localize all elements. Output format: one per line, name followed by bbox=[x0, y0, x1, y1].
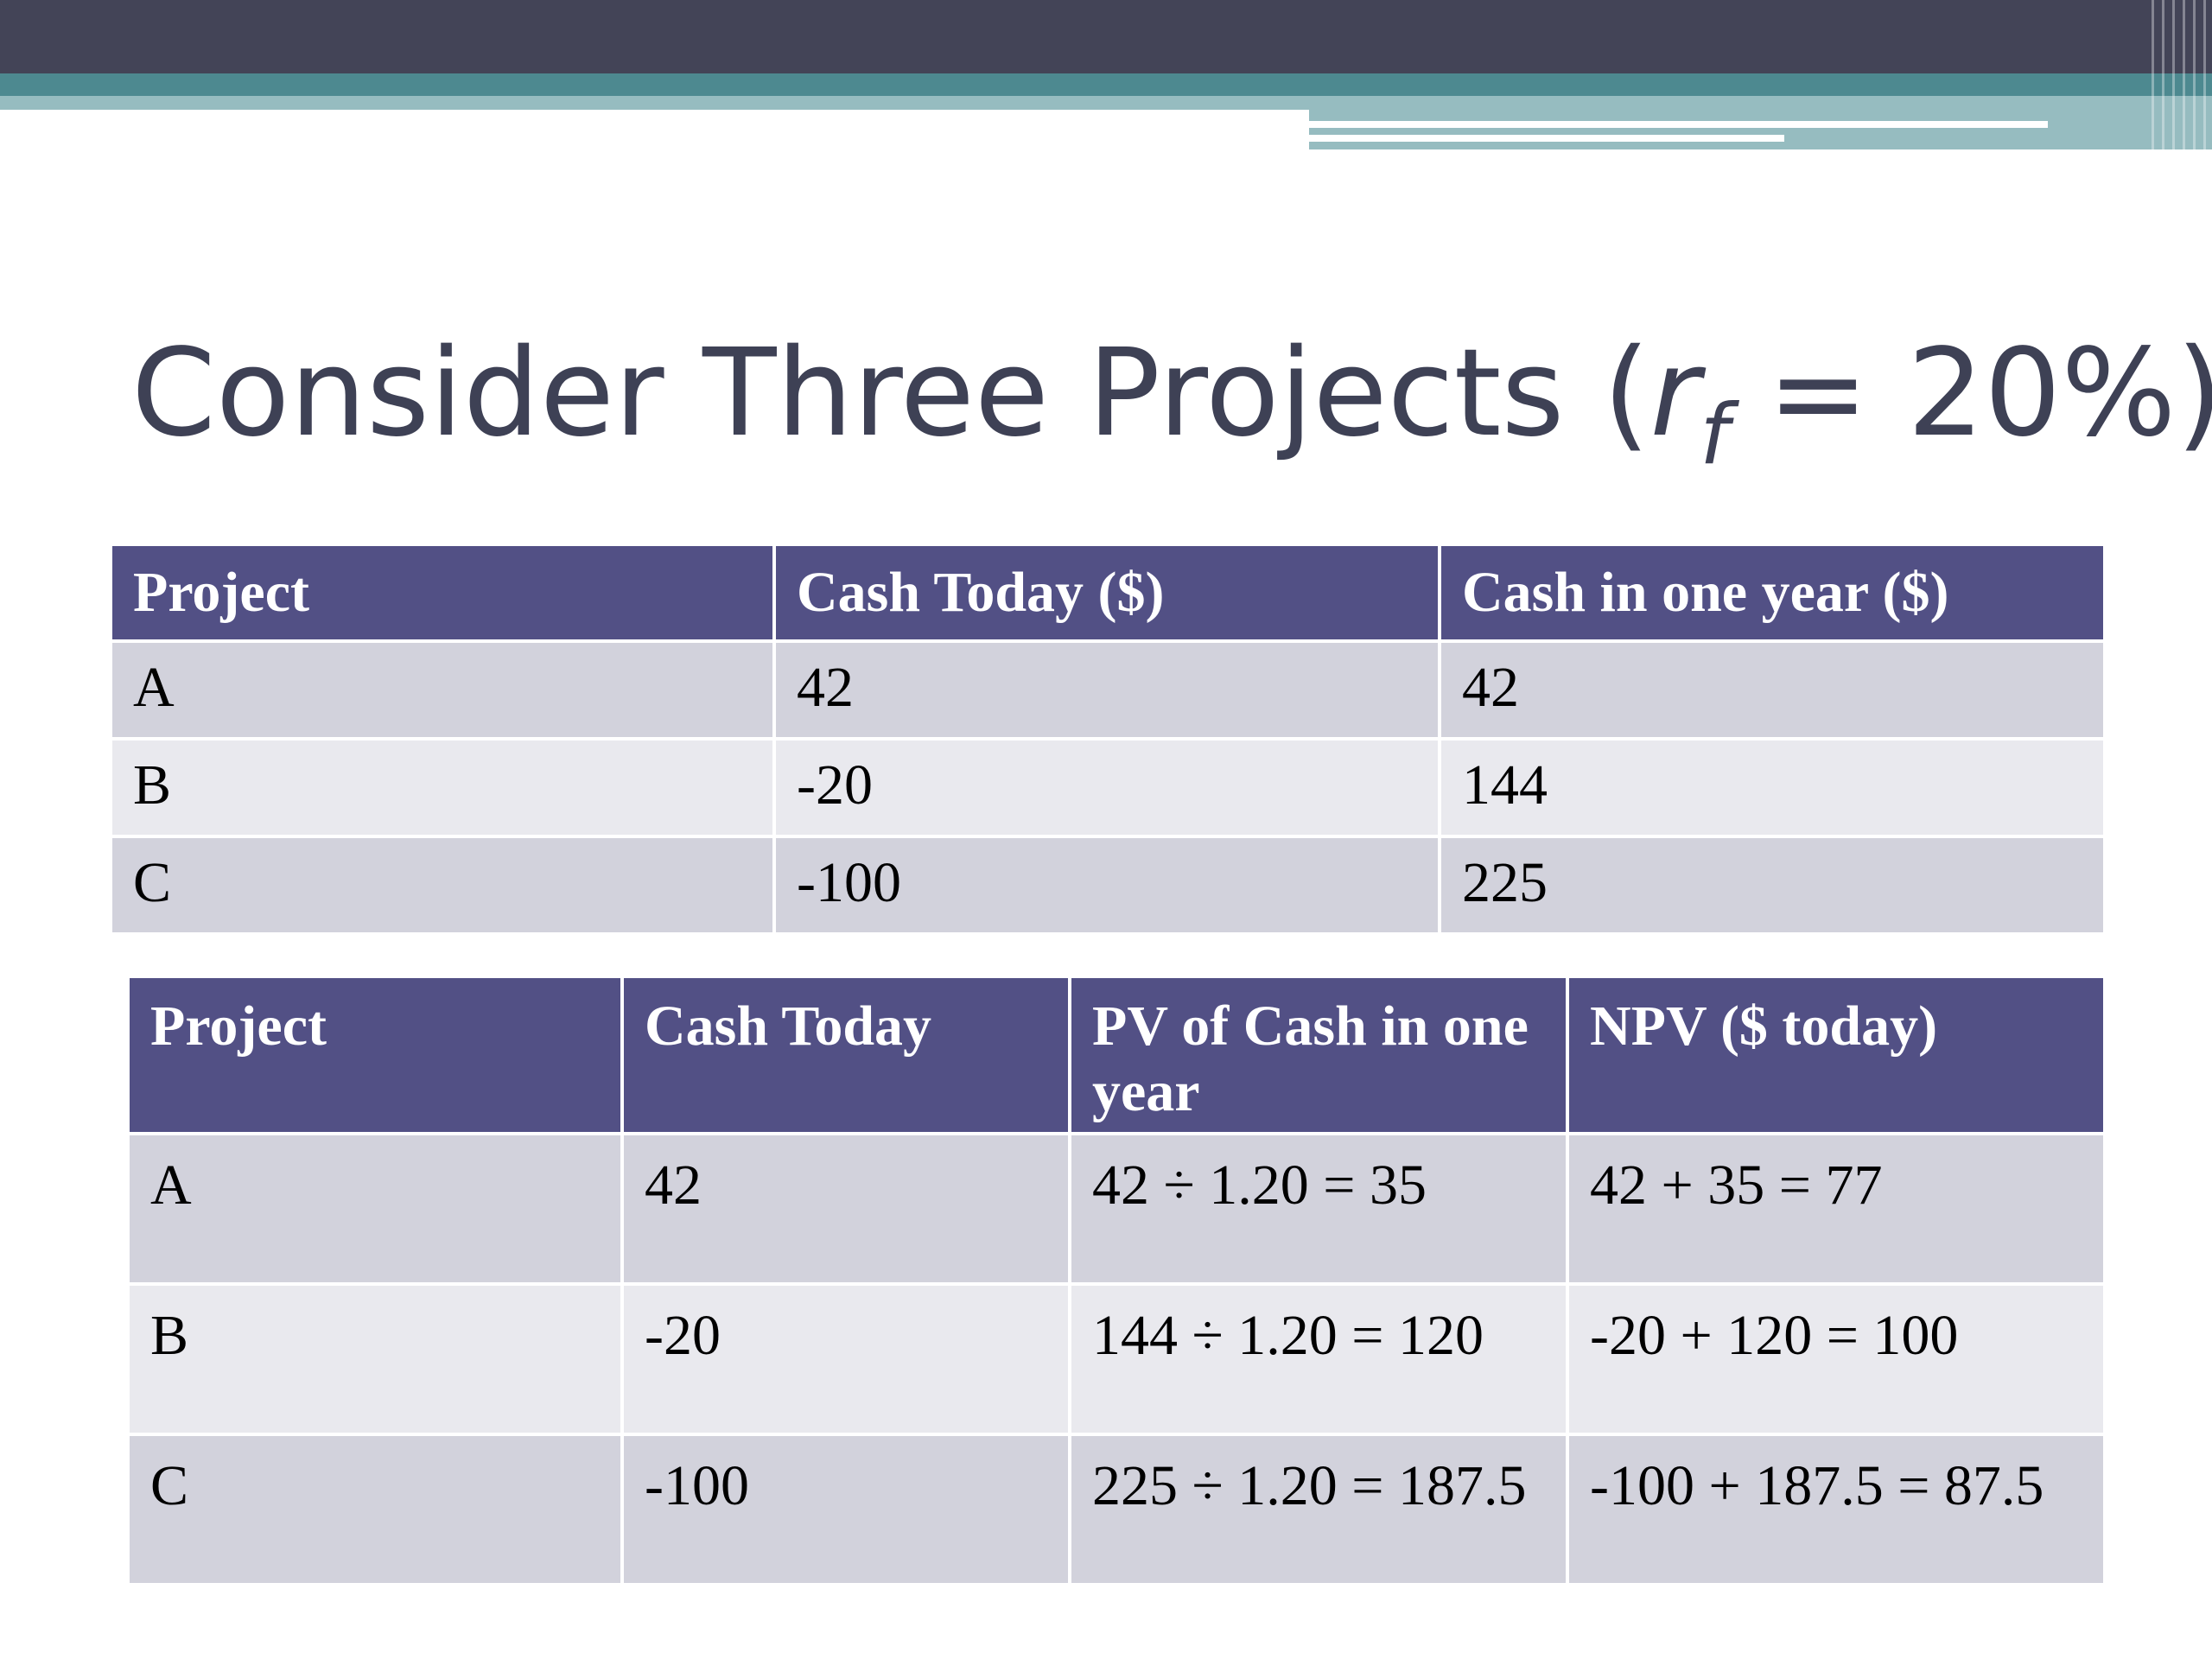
header-cash-today: Cash Today ($) bbox=[772, 543, 1441, 643]
table-header-row: Project Cash Today ($) Cash in one year … bbox=[109, 543, 2107, 643]
cell-cash-today: -100 bbox=[772, 835, 1441, 936]
cell-project: C bbox=[126, 1433, 624, 1586]
table-row: B -20 144 bbox=[109, 737, 2107, 838]
cell-project: A bbox=[109, 639, 776, 741]
title-tail: = 20%) bbox=[1728, 323, 2212, 464]
cell-npv: -20 + 120 = 100 bbox=[1566, 1282, 2107, 1436]
header-cash-one-year: Cash in one year ($) bbox=[1438, 543, 2107, 643]
header-npv: NPV ($ today) bbox=[1566, 975, 2107, 1135]
cell-project: B bbox=[126, 1282, 624, 1436]
cell-npv: 42 + 35 = 77 bbox=[1566, 1132, 2107, 1286]
light-teal-band bbox=[0, 96, 1309, 110]
cell-project: A bbox=[126, 1132, 624, 1286]
cell-cash-today: -20 bbox=[620, 1282, 1071, 1436]
accent-line bbox=[1309, 135, 1784, 142]
cell-pv-cash: 225 ÷ 1.20 = 187.5 bbox=[1068, 1433, 1569, 1586]
table-row: C -100 225 bbox=[109, 835, 2107, 936]
accent-line bbox=[1309, 121, 2048, 128]
cash-flows-table: Project Cash Today ($) Cash in one year … bbox=[109, 543, 2107, 936]
slide-title: Consider Three Projects (rf = 20%) bbox=[131, 334, 2212, 477]
title-r: r bbox=[1649, 323, 1700, 464]
title-main: Consider Three Projects ( bbox=[131, 323, 1650, 464]
cell-cash-one-year: 144 bbox=[1438, 737, 2107, 838]
cell-pv-cash: 144 ÷ 1.20 = 120 bbox=[1068, 1282, 1569, 1436]
npv-table: Project Cash Today PV of Cash in one yea… bbox=[126, 975, 2107, 1586]
cell-cash-today: 42 bbox=[620, 1132, 1071, 1286]
teal-accent-band bbox=[0, 73, 2212, 96]
cell-cash-today: 42 bbox=[772, 639, 1441, 741]
header-project: Project bbox=[126, 975, 624, 1135]
table-row: B -20 144 ÷ 1.20 = 120 -20 + 120 = 100 bbox=[126, 1282, 2107, 1436]
cell-pv-cash: 42 ÷ 1.20 = 35 bbox=[1068, 1132, 1569, 1286]
header-cash-today: Cash Today bbox=[620, 975, 1071, 1135]
cell-project: C bbox=[109, 835, 776, 936]
header-pv-cash: PV of Cash in one year bbox=[1068, 975, 1569, 1135]
table-row: C -100 225 ÷ 1.20 = 187.5 -100 + 187.5 =… bbox=[126, 1433, 2107, 1586]
cell-cash-today: -100 bbox=[620, 1433, 1071, 1586]
cell-cash-one-year: 42 bbox=[1438, 639, 2107, 741]
title-subscript: f bbox=[1700, 386, 1729, 484]
cell-project: B bbox=[109, 737, 776, 838]
header-project: Project bbox=[109, 543, 776, 643]
table-row: A 42 42 bbox=[109, 639, 2107, 741]
cell-npv: -100 + 187.5 = 87.5 bbox=[1566, 1433, 2107, 1586]
cell-cash-one-year: 225 bbox=[1438, 835, 2107, 936]
top-decor-bar bbox=[0, 0, 2212, 73]
table-header-row: Project Cash Today PV of Cash in one yea… bbox=[126, 975, 2107, 1135]
cell-cash-today: -20 bbox=[772, 737, 1441, 838]
edge-stripes bbox=[2152, 0, 2212, 149]
table-row: A 42 42 ÷ 1.20 = 35 42 + 35 = 77 bbox=[126, 1132, 2107, 1286]
